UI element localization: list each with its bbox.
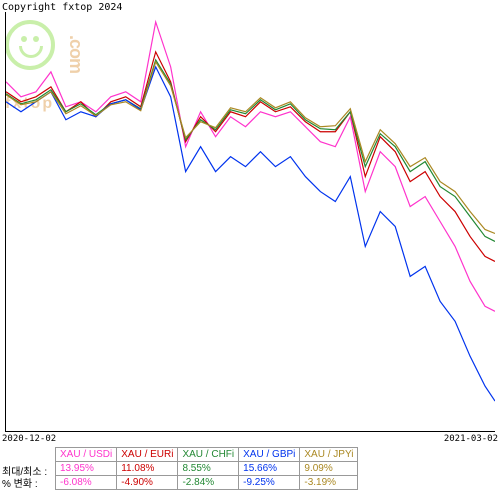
legend-change: -6.08% (56, 476, 117, 490)
legend-maxmin: 9.09% (300, 462, 358, 476)
legend-maxmin: 15.66% (239, 462, 300, 476)
legend-series-name: XAU / USDi (56, 448, 117, 462)
x-end-date: 2021-03-02 (444, 434, 498, 444)
legend-change: -2.84% (178, 476, 239, 490)
legend-series-name: XAU / GBPi (239, 448, 300, 462)
legend-series-name: XAU / CHFi (178, 448, 239, 462)
legend-change: -4.90% (117, 476, 178, 490)
legend-maxmin: 8.55% (178, 462, 239, 476)
legend-maxmin: 11.08% (117, 462, 178, 476)
legend-table: XAU / USDiXAU / EURiXAU / CHFiXAU / GBPi… (55, 447, 358, 490)
legend-maxmin: 13.95% (56, 462, 117, 476)
row-label-change: % 변화 : (2, 475, 38, 490)
legend-series-name: XAU / EURi (117, 448, 178, 462)
legend-change: -3.19% (300, 476, 358, 490)
legend-series-name: XAU / JPYi (300, 448, 358, 462)
chart-svg (6, 12, 495, 431)
x-start-date: 2020-12-02 (2, 434, 56, 444)
legend-change: -9.25% (239, 476, 300, 490)
line-chart (5, 12, 495, 432)
